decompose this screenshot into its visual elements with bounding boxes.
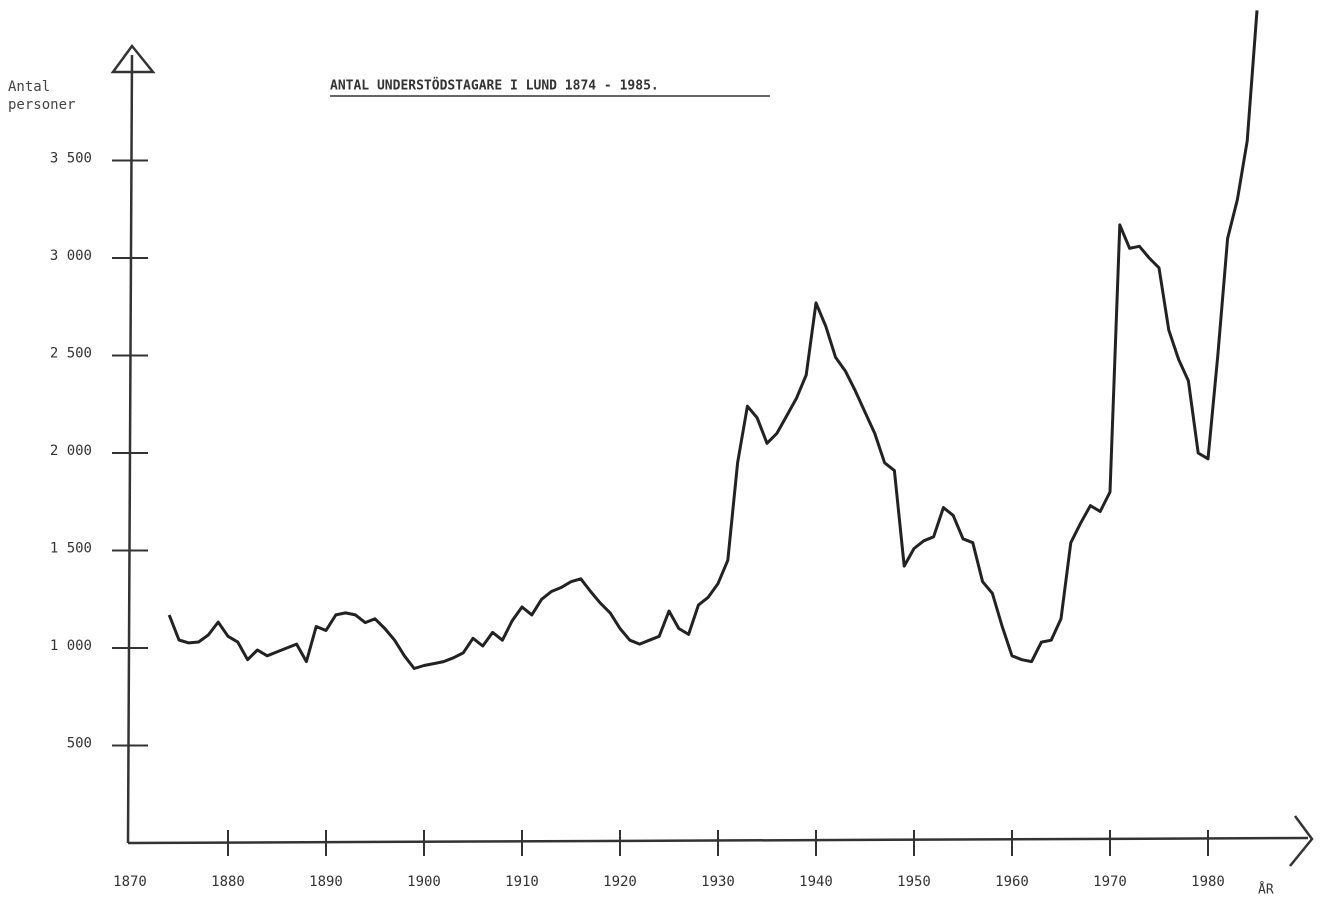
chart-title: ANTAL UNDERSTÖDSTAGARE I LUND 1874 - 198… [330,78,659,94]
data-line [167,10,1259,670]
y-axis [126,54,134,844]
y-axis-label: Antal personer [8,79,76,113]
y-tick-label: 3 000 [50,248,92,264]
y-tick-label: 2 500 [50,346,92,362]
x-tick-label: 1980 [1191,874,1225,890]
y-tick-label: 1 000 [50,638,92,654]
y-axis-arrow [110,43,156,74]
x-tick-label: 1960 [995,874,1029,890]
x-tick-label: 1920 [603,874,637,890]
x-tick-label: 1880 [211,874,245,890]
x-tick-label: 1970 [1093,874,1127,890]
x-tick-label: 1910 [505,874,539,890]
x-tick-label: 1890 [309,874,343,890]
x-tick-label: 1930 [701,874,735,890]
y-tick-label: 3 500 [50,151,92,167]
x-tick-label: 1940 [799,874,833,890]
y-tick-label: 2 000 [50,443,92,459]
x-tick-label: 1870 [113,874,147,890]
x-axis-arrow [1289,815,1314,867]
x-axis-label: ÅR [1258,882,1274,898]
x-tick-label: 1950 [897,874,931,890]
x-tick-label: 1900 [407,874,441,890]
y-tick-label: 1 500 [50,541,92,557]
y-tick-label: 500 [67,736,92,752]
